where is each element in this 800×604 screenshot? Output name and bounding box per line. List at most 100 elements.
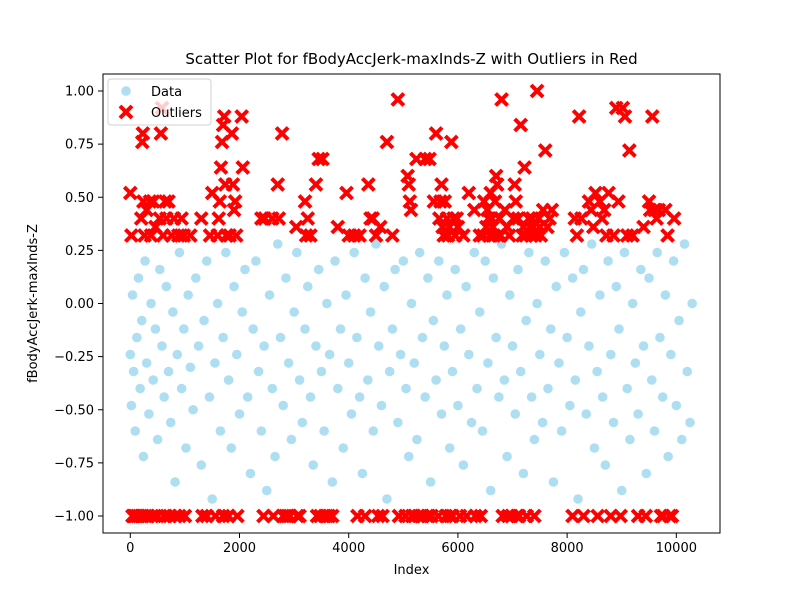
outlier-point: [450, 219, 466, 235]
outlier-point: [606, 228, 621, 243]
data-point: [565, 400, 575, 411]
data-point: [199, 315, 209, 326]
outlier-point: [177, 508, 193, 524]
y-tick-label: −0.50: [54, 403, 94, 418]
outlier-point: [324, 508, 340, 524]
outlier-point: [443, 134, 459, 150]
data-point: [231, 349, 242, 360]
outlier-point: [213, 160, 229, 175]
outlier-point: [157, 194, 173, 209]
data-point: [425, 477, 436, 487]
data-point: [272, 239, 283, 249]
data-point: [172, 349, 183, 360]
outlier-point: [433, 194, 448, 209]
data-point: [379, 281, 390, 292]
data-point: [592, 366, 602, 377]
outlier-point: [613, 508, 629, 524]
data-point: [234, 409, 245, 419]
outlier-point: [422, 151, 437, 167]
outlier-point: [517, 160, 532, 175]
outlier-point: [303, 228, 318, 243]
data-point: [578, 264, 589, 275]
data-point: [376, 400, 387, 411]
data-point: [330, 256, 340, 266]
outlier-point: [225, 177, 241, 192]
data-point: [652, 247, 663, 258]
data-point: [150, 324, 161, 334]
outlier-point: [297, 194, 313, 209]
data-point: [625, 434, 635, 445]
outlier-point: [666, 211, 682, 226]
data-point: [283, 358, 294, 368]
data-point: [327, 477, 338, 487]
outlier-point: [621, 143, 637, 158]
x-axis-label: Index: [394, 563, 430, 578]
y-tick-label: −1.00: [54, 510, 94, 525]
outlier-point: [194, 508, 210, 524]
data-point: [406, 298, 417, 309]
data-point: [267, 383, 278, 394]
data-point: [660, 290, 671, 300]
outlier-point: [569, 228, 585, 243]
data-point: [513, 264, 523, 275]
data-point: [412, 434, 422, 445]
outlier-point: [311, 151, 327, 167]
outlier-point: [212, 194, 228, 209]
outlier-point: [611, 194, 626, 209]
outlier-point: [292, 508, 307, 524]
data-point: [341, 290, 351, 300]
data-point: [126, 400, 137, 411]
data-point: [420, 392, 430, 402]
outlier-point: [228, 228, 244, 243]
x-tick-label: 4000: [332, 541, 365, 556]
data-point: [343, 358, 354, 368]
y-tick-label: 0.75: [65, 138, 94, 153]
outlier-point: [401, 177, 417, 192]
data-point: [218, 332, 228, 343]
data-point: [201, 256, 212, 266]
x-tick-label: 0: [126, 541, 134, 556]
data-point: [294, 375, 305, 385]
data-point: [130, 426, 141, 436]
data-point: [275, 332, 286, 343]
data-point: [502, 451, 512, 462]
legend-data-label: Data: [151, 85, 182, 100]
y-tick-label: −0.75: [54, 456, 94, 471]
data-point: [352, 332, 362, 343]
data-point: [614, 324, 624, 334]
outlier-point: [638, 508, 654, 524]
data-point: [649, 426, 660, 436]
data-point: [474, 307, 485, 317]
data-point: [174, 247, 185, 258]
data-point: [434, 256, 444, 266]
outlier-point: [368, 228, 384, 243]
data-point: [349, 247, 359, 258]
x-tick-label: 8000: [551, 541, 584, 556]
outlier-point: [235, 160, 251, 175]
data-point: [586, 239, 597, 249]
data-point: [363, 375, 373, 385]
outlier-point: [544, 202, 560, 218]
data-point: [436, 409, 447, 419]
outlier-point: [193, 211, 209, 226]
data-point: [666, 349, 676, 360]
outlier-point: [513, 117, 529, 133]
data-point: [638, 341, 649, 351]
data-point: [262, 485, 272, 496]
data-point: [559, 247, 570, 258]
data-point: [570, 375, 581, 385]
data-point: [595, 290, 605, 300]
data-point: [442, 290, 452, 300]
data-point: [159, 392, 169, 402]
data-point: [207, 494, 217, 504]
data-point: [354, 392, 365, 402]
data-point: [305, 392, 316, 402]
data-point: [622, 383, 632, 394]
outlier-point: [352, 228, 368, 243]
data-point: [311, 341, 321, 351]
data-point: [242, 392, 253, 402]
outlier-point: [636, 219, 651, 235]
data-point: [253, 366, 264, 377]
data-point: [365, 307, 376, 317]
data-point: [551, 281, 561, 292]
